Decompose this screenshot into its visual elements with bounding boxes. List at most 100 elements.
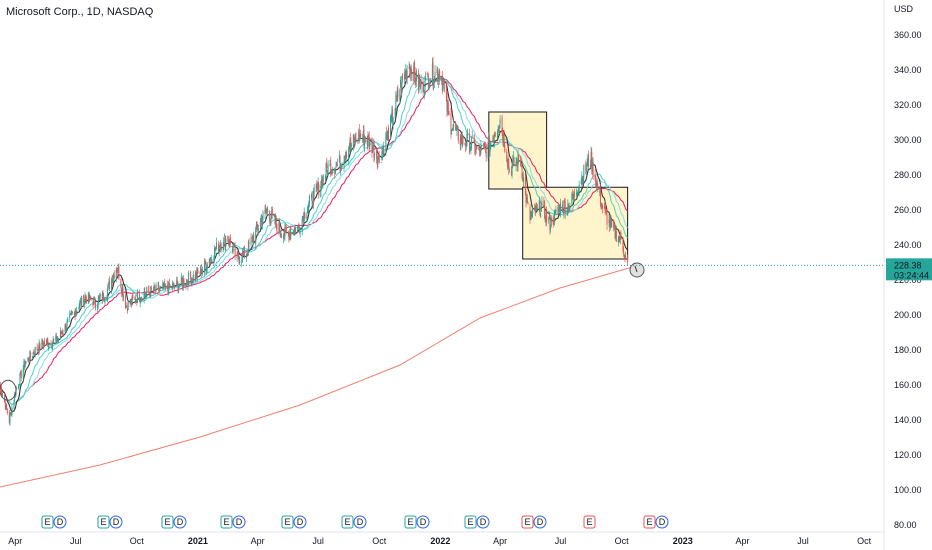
candle-body [209, 259, 211, 262]
candle-body [591, 160, 593, 173]
candle-body [610, 219, 612, 226]
candle-body [431, 64, 433, 83]
candle-body [113, 274, 115, 278]
dividend-event [533, 515, 547, 529]
candle-body [441, 75, 443, 91]
time-axis[interactable]: Apr Jul Oct 2021 Apr Jul Oct 2022 Apr Jul Oct 2023 A… [0, 531, 884, 546]
candle-body [326, 163, 328, 168]
candle-body [14, 393, 16, 401]
candle-body [131, 299, 133, 304]
candle-body [46, 338, 48, 341]
candle-body [381, 151, 383, 160]
candle-body [445, 88, 447, 95]
candle-body [520, 156, 522, 167]
candle-body [404, 71, 406, 78]
candle-body [231, 246, 233, 253]
candle-body [522, 176, 524, 182]
candle-body [498, 128, 500, 130]
candle-body [427, 76, 429, 88]
candle-body [264, 209, 266, 214]
candle-body [471, 136, 473, 138]
candle-body [388, 127, 390, 141]
candle-body [378, 154, 380, 160]
candle-body [144, 294, 146, 296]
time-tick-label: 2021 [188, 536, 208, 546]
candle-body [401, 74, 403, 80]
candle-body [339, 156, 341, 170]
candle-body [466, 134, 468, 146]
candle-body [591, 152, 593, 171]
candle-body [344, 155, 346, 159]
candle-body [392, 118, 394, 125]
candle-body [129, 300, 131, 304]
candle-body [195, 272, 197, 278]
candle-body [555, 209, 557, 213]
candle-body [320, 179, 322, 187]
candle-body [204, 262, 206, 265]
candle-body [376, 151, 378, 159]
candle-body [111, 277, 113, 284]
candle-body [436, 69, 438, 74]
candle-body [227, 237, 229, 242]
earnings-letter: E [467, 517, 473, 527]
candle-body [461, 135, 463, 143]
candle-body [550, 217, 552, 227]
candle-body [374, 152, 376, 155]
candle-body [596, 181, 598, 184]
candle-body [425, 73, 427, 75]
candle-body [324, 175, 326, 180]
candle-body [117, 270, 119, 272]
candle-body [135, 299, 137, 303]
candle-body [420, 79, 422, 87]
candle-body [411, 72, 413, 81]
candle-body [270, 218, 272, 221]
candle-body [325, 163, 327, 179]
candle-body [527, 202, 529, 205]
candle-body [192, 274, 194, 283]
candle-body [344, 156, 346, 162]
candle-body [288, 234, 290, 241]
candle-body [467, 134, 469, 136]
price-tick-label: 320.00 [894, 100, 922, 110]
candle-body [357, 142, 359, 144]
candle-body [320, 186, 322, 198]
candle-body [448, 111, 450, 115]
candle-body [24, 362, 26, 368]
candle-body [290, 232, 292, 236]
candle-body [372, 148, 374, 153]
candle-body [512, 159, 514, 164]
candle-body [232, 248, 234, 251]
candle-body [623, 249, 625, 255]
candle-body [78, 306, 80, 311]
candle-body [172, 283, 174, 289]
time-tick-label: Apr [493, 536, 507, 546]
candle-body [211, 260, 213, 263]
price-tick-label: 160.00 [894, 380, 922, 390]
candle-body [225, 238, 227, 247]
candle-body [8, 412, 10, 422]
candle-body [176, 281, 178, 283]
candle-body [465, 143, 467, 147]
candle-body [530, 214, 532, 216]
candle-body [83, 300, 85, 305]
candle-body [33, 351, 35, 354]
candle-body [564, 200, 566, 204]
candle-body [144, 291, 146, 294]
candle-body [39, 343, 41, 350]
candle-body [177, 282, 179, 291]
earnings-letter: E [524, 517, 530, 527]
price-axis[interactable]: USD 360.00 340.00 320.00 300.00 280.00 260.00 2… [883, 0, 932, 550]
candle-body [168, 282, 170, 288]
candle-body [104, 300, 106, 303]
candle-body [594, 174, 596, 180]
candle-body [383, 149, 385, 155]
candle-body [601, 206, 603, 208]
candle-body [508, 159, 510, 170]
candle-body [327, 164, 329, 176]
candle-body [19, 373, 21, 386]
candle-body [562, 211, 564, 214]
candle-body [103, 293, 105, 301]
candle-body [107, 283, 109, 288]
candle-body [538, 200, 540, 209]
